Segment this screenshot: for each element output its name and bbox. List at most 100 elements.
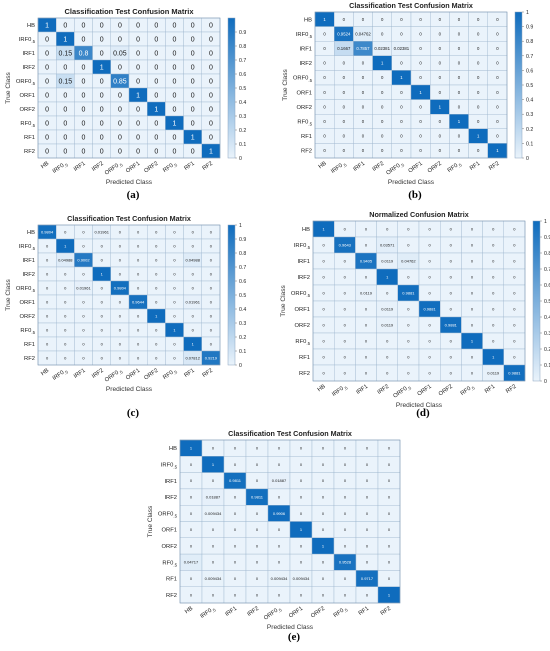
cell-value-label: 1: [209, 148, 213, 155]
cell-value-label: 0: [322, 274, 325, 279]
cell-value-label: 0: [191, 120, 195, 127]
confusion-matrix-panel-e: Classification Test Confusion Matrix 1 0 0 0…: [147, 429, 401, 643]
cell-value-label: 0: [362, 134, 365, 139]
cell-value-label: 0: [137, 327, 140, 332]
cell-value-label: 0: [381, 31, 384, 36]
cell-value-label: 0: [492, 306, 495, 311]
cell-value-label: 0: [278, 592, 281, 597]
cell-value-label: 0: [82, 355, 85, 360]
cell-value-label: 0: [366, 560, 369, 565]
cell-value-label: 0: [256, 511, 259, 516]
cell-value-label: 0: [173, 285, 176, 290]
cell-value-label: 0: [381, 134, 384, 139]
cell-value-label: 0: [118, 106, 122, 113]
cell-value-label: 0.03571: [380, 242, 395, 247]
colorbar-tick-label: 0.4: [544, 315, 550, 321]
cell-value-label: 0: [45, 106, 49, 113]
cell-value-label: 0: [471, 290, 474, 295]
cell-value-label: 0: [407, 338, 410, 343]
cell-value-label: 0: [137, 229, 140, 234]
colorbar-tick-label: 0.9: [239, 30, 246, 36]
cell-value-label: 0: [173, 64, 177, 71]
cell-value-label: 0: [101, 243, 104, 248]
x-tick-label: RF0.5: [162, 367, 178, 381]
cell-value-label: 0: [136, 148, 140, 155]
cell-value-label: 0: [190, 511, 193, 516]
cell-value-label: 1: [381, 61, 384, 66]
cell-value-label: 0: [154, 36, 158, 43]
cell-value-label: 0: [173, 229, 176, 234]
cell-value-label: 0: [366, 592, 369, 597]
cell-value-label: 0: [136, 120, 140, 127]
cell-value-label: 0: [210, 341, 213, 346]
cell-value-label: 0: [118, 120, 122, 127]
cell-value-label: 0: [458, 148, 461, 153]
confusion-matrix-panel-a: Classification Test Confusion Matrix 1 0 0 0…: [5, 7, 246, 201]
cell-value-label: 0: [471, 354, 474, 359]
cell-value-label: 0: [155, 355, 158, 360]
cell-value-label: 0: [388, 446, 391, 451]
cell-value-label: 0: [365, 354, 368, 359]
y-tick-label: RF2: [301, 149, 312, 155]
cell-value-label: 0.9717: [361, 576, 374, 581]
x-tick-label: RF2: [202, 368, 214, 379]
cell-value-label: 0: [450, 226, 453, 231]
cell-value-label: 0: [344, 370, 347, 375]
x-tick-label: IRF0.5: [331, 383, 349, 398]
x-tick-label: ORF0.5: [263, 605, 283, 622]
cell-value-label: 0: [323, 31, 326, 36]
cell-value-label: 0: [344, 290, 347, 295]
cell-value-label: 0: [64, 313, 67, 318]
cell-value-label: 0: [300, 511, 303, 516]
colorbar-tick-label: 0.4: [526, 98, 533, 104]
cell-value-label: 0: [419, 119, 422, 124]
x-tick-label: IRF1: [73, 161, 87, 173]
cell-value-label: 0: [155, 299, 158, 304]
cell-value-label: 0: [450, 370, 453, 375]
cell-value-label: 0: [388, 576, 391, 581]
cell-value-label: 0: [344, 306, 347, 311]
y-tick-label: ORF0.5: [16, 286, 36, 293]
cell-value-label: 0: [234, 527, 237, 532]
y-tick-label: IRF1: [22, 51, 35, 57]
cell-value-label: 0: [496, 134, 499, 139]
cell-value-label: 0: [82, 327, 85, 332]
cell-value-label: 0: [513, 290, 516, 295]
cell-value-label: 0: [100, 78, 104, 85]
y-tick-label: IRF0.5: [19, 37, 36, 44]
cell-value-label: 0.04717: [184, 560, 199, 565]
cell-value-label: 1: [190, 446, 193, 451]
cell-value-label: 0: [278, 560, 281, 565]
cell-value-label: 0: [400, 31, 403, 36]
colorbar-tick-label: 0: [526, 156, 529, 162]
cell-value-label: 0: [492, 322, 495, 327]
cell-value-label: 0: [400, 90, 403, 95]
cell-value-label: 0: [323, 46, 326, 51]
cell-value-label: 0: [190, 543, 193, 548]
cell-value-label: 0.01961: [76, 285, 91, 290]
cell-value-label: 0: [45, 78, 49, 85]
cell-value-label: 0: [471, 258, 474, 263]
cell-value-label: 0: [477, 17, 480, 22]
cell-value-label: 0: [155, 229, 158, 234]
x-tick-label: IRF2: [246, 606, 260, 618]
cell-value-label: 0: [137, 257, 140, 262]
cell-value-label: 0: [118, 92, 122, 99]
cell-value-label: 0: [439, 61, 442, 66]
cell-value-label: 0.9811: [251, 494, 264, 499]
cell-value-label: 0: [322, 527, 325, 532]
y-tick-label: IRF0.5: [161, 462, 178, 469]
colorbar-tick-label: 0.8: [526, 39, 533, 45]
matrix-frame: [314, 11, 508, 159]
cell-value-label: 0: [343, 61, 346, 66]
y-tick-label: RF2: [24, 149, 35, 155]
cell-value-label: 0: [381, 90, 384, 95]
matrix-frame: [179, 439, 401, 604]
cell-value-label: 0: [492, 274, 495, 279]
cell-value-label: 0: [477, 119, 480, 124]
cell-value-label: 0: [82, 134, 86, 141]
x-tick-label: ORF0.5: [385, 160, 405, 177]
cell-value-label: 0: [154, 78, 158, 85]
y-tick-label: ORF1: [20, 300, 35, 306]
y-tick-label: IRF2: [297, 275, 310, 281]
